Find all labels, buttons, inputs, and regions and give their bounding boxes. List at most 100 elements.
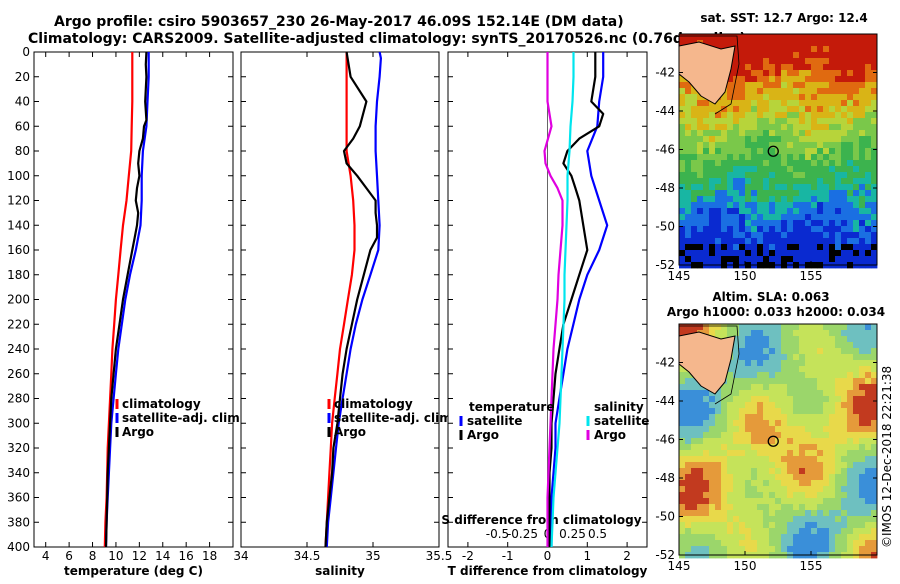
sst-map-cell bbox=[727, 136, 734, 143]
sst-map-cell bbox=[745, 64, 752, 71]
sst-map-cell bbox=[853, 130, 860, 137]
sst-map-cell bbox=[853, 112, 860, 119]
sst-map-cell bbox=[871, 118, 878, 125]
sla-map-cell bbox=[823, 432, 830, 439]
sst-map-cell bbox=[733, 202, 740, 209]
sst-map-cell bbox=[799, 82, 806, 89]
sla-map-cell bbox=[763, 522, 770, 529]
sla-map-cell bbox=[805, 408, 812, 415]
sla-map-cell bbox=[805, 468, 812, 475]
sst-map-cell bbox=[865, 136, 872, 143]
sla-map-cell bbox=[793, 360, 800, 367]
sst-map-cell bbox=[853, 208, 860, 215]
sst-map-cell bbox=[823, 76, 830, 83]
sla-map-cell bbox=[757, 390, 764, 397]
sla-map-cell bbox=[745, 498, 752, 505]
sst-map-cell bbox=[853, 184, 860, 191]
sst-map-cell bbox=[775, 190, 782, 197]
sla-map-cell bbox=[775, 372, 782, 379]
sst-map-cell bbox=[811, 160, 818, 167]
sst-map-cell bbox=[853, 64, 860, 71]
sla-map-cell bbox=[733, 342, 740, 349]
sst-map-lon-label: 155 bbox=[800, 269, 823, 283]
sst-map-cell bbox=[859, 130, 866, 137]
sla-map-cell bbox=[691, 402, 698, 409]
sla-map-cell bbox=[757, 504, 764, 511]
sst-map-cell bbox=[865, 46, 872, 53]
sst-map-cell bbox=[811, 232, 818, 239]
sla-map-cell bbox=[799, 342, 806, 349]
sla-map-cell bbox=[811, 522, 818, 529]
sst-map-cell bbox=[703, 160, 710, 167]
sla-map-cell bbox=[775, 546, 782, 553]
sla-map-cell bbox=[739, 420, 746, 427]
sla-map-cell bbox=[769, 498, 776, 505]
sla-map-cell bbox=[847, 390, 854, 397]
sst-map-cell bbox=[865, 112, 872, 119]
sst-map-cell bbox=[727, 184, 734, 191]
sla-map-cell bbox=[865, 354, 872, 361]
sst-map-cell bbox=[757, 106, 764, 113]
sst-map-cell bbox=[823, 112, 830, 119]
sst-map-cell bbox=[787, 226, 794, 233]
sst-map-cell bbox=[799, 100, 806, 107]
sla-map-cell bbox=[715, 432, 722, 439]
sla-map-cell bbox=[805, 372, 812, 379]
sla-map-cell bbox=[727, 378, 734, 385]
sst-map-cell bbox=[841, 226, 848, 233]
sla-map-cell bbox=[757, 384, 764, 391]
sla-map-cell bbox=[823, 480, 830, 487]
sst-map-cell bbox=[799, 130, 806, 137]
sst-map-cell bbox=[835, 142, 842, 149]
sla-map-cell bbox=[865, 468, 872, 475]
sla-map-cell bbox=[781, 372, 788, 379]
sst-map-cell bbox=[871, 40, 878, 47]
sla-map-cell bbox=[751, 450, 758, 457]
sla-map-cell bbox=[739, 384, 746, 391]
sst-map-cell bbox=[727, 100, 734, 107]
sst-map-cell bbox=[853, 172, 860, 179]
sst-map-cell bbox=[757, 172, 764, 179]
sst-map-cell bbox=[787, 190, 794, 197]
sla-map-cell bbox=[691, 378, 698, 385]
sst-map-cell bbox=[847, 82, 854, 89]
sst-map-cell bbox=[811, 94, 818, 101]
temperature-xtick-label: 4 bbox=[42, 549, 50, 563]
sst-map-cell bbox=[763, 82, 770, 89]
sla-map-cell bbox=[763, 534, 770, 541]
sla-map-cell bbox=[709, 408, 716, 415]
sla-map-cell bbox=[781, 450, 788, 457]
sst-map-cell bbox=[763, 184, 770, 191]
sla-map-cell bbox=[871, 510, 878, 517]
sst-map-cell bbox=[841, 178, 848, 185]
sst-map-cell bbox=[751, 190, 758, 197]
sst-map-cell bbox=[709, 118, 716, 125]
sst-map-cell bbox=[715, 148, 722, 155]
sla-map-cell bbox=[733, 378, 740, 385]
sla-map-cell bbox=[811, 330, 818, 337]
sst-map-cell bbox=[823, 160, 830, 167]
sst-map-cell bbox=[757, 136, 764, 143]
sst-map-cell bbox=[727, 256, 734, 263]
sla-map-cell bbox=[793, 384, 800, 391]
sla-map-cell bbox=[787, 474, 794, 481]
sst-map-cell bbox=[697, 130, 704, 137]
sst-map-cell bbox=[829, 130, 836, 137]
sla-map-cell bbox=[763, 456, 770, 463]
sla-map-cell bbox=[859, 468, 866, 475]
sla-map-cell bbox=[739, 498, 746, 505]
sst-map-cell bbox=[823, 64, 830, 71]
sla-map-cell bbox=[787, 378, 794, 385]
sla-map-cell bbox=[841, 342, 848, 349]
sst-map-cell bbox=[865, 88, 872, 95]
sla-map-lon-label: 155 bbox=[800, 559, 823, 573]
sst-map-cell bbox=[709, 124, 716, 131]
sla-map-cell bbox=[799, 324, 806, 331]
sst-map-cell bbox=[679, 202, 686, 209]
sst-map-cell bbox=[865, 76, 872, 83]
sla-map-cell bbox=[817, 390, 824, 397]
sst-map-cell bbox=[739, 52, 746, 59]
sst-map-cell bbox=[823, 118, 830, 125]
sst-map-cell bbox=[739, 190, 746, 197]
sla-map-cell bbox=[823, 336, 830, 343]
